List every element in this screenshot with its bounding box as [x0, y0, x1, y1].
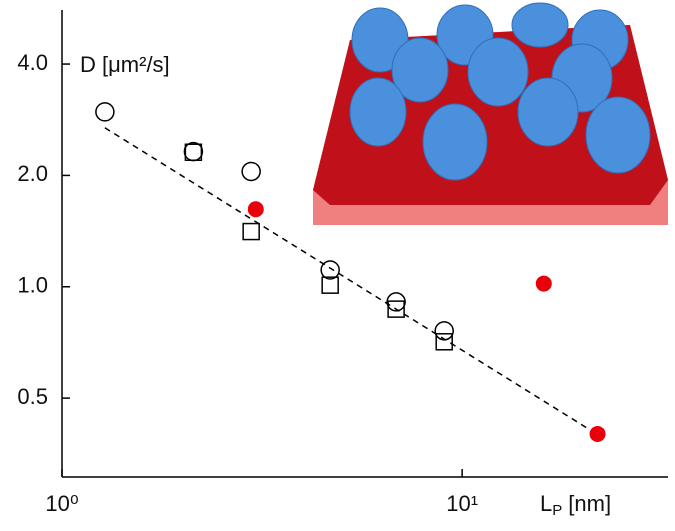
square-point [387, 300, 405, 318]
square-point [435, 333, 453, 351]
x-label-unit: [nm] [568, 491, 611, 516]
circle-point [95, 102, 115, 122]
circle-point [247, 201, 264, 218]
y-tick-label: 0.5 [17, 384, 48, 409]
square-point [184, 143, 203, 162]
circle-point [434, 321, 454, 341]
circle-point [183, 141, 204, 162]
square-point [242, 222, 260, 241]
y-tick-label: 2.0 [17, 161, 48, 186]
x-label-subscript: P [552, 502, 562, 519]
y-tick-label: 4.0 [17, 50, 48, 75]
circle-point [241, 161, 261, 182]
circle-point [589, 425, 606, 442]
square-point [321, 276, 339, 294]
x-tick-label: 10¹ [446, 491, 478, 516]
inset-image [313, 2, 668, 225]
y-axis-label: D [μm²/s] [80, 52, 170, 77]
x-axis-label: LP [nm] [540, 491, 611, 519]
circle-point [320, 260, 340, 280]
x-tick-label: 10⁰ [45, 491, 78, 516]
x-label-symbol: L [540, 491, 552, 516]
fit-line [104, 127, 591, 431]
circle-point [535, 275, 552, 292]
y-tick-label: 1.0 [17, 273, 48, 298]
circle-point [386, 292, 406, 312]
